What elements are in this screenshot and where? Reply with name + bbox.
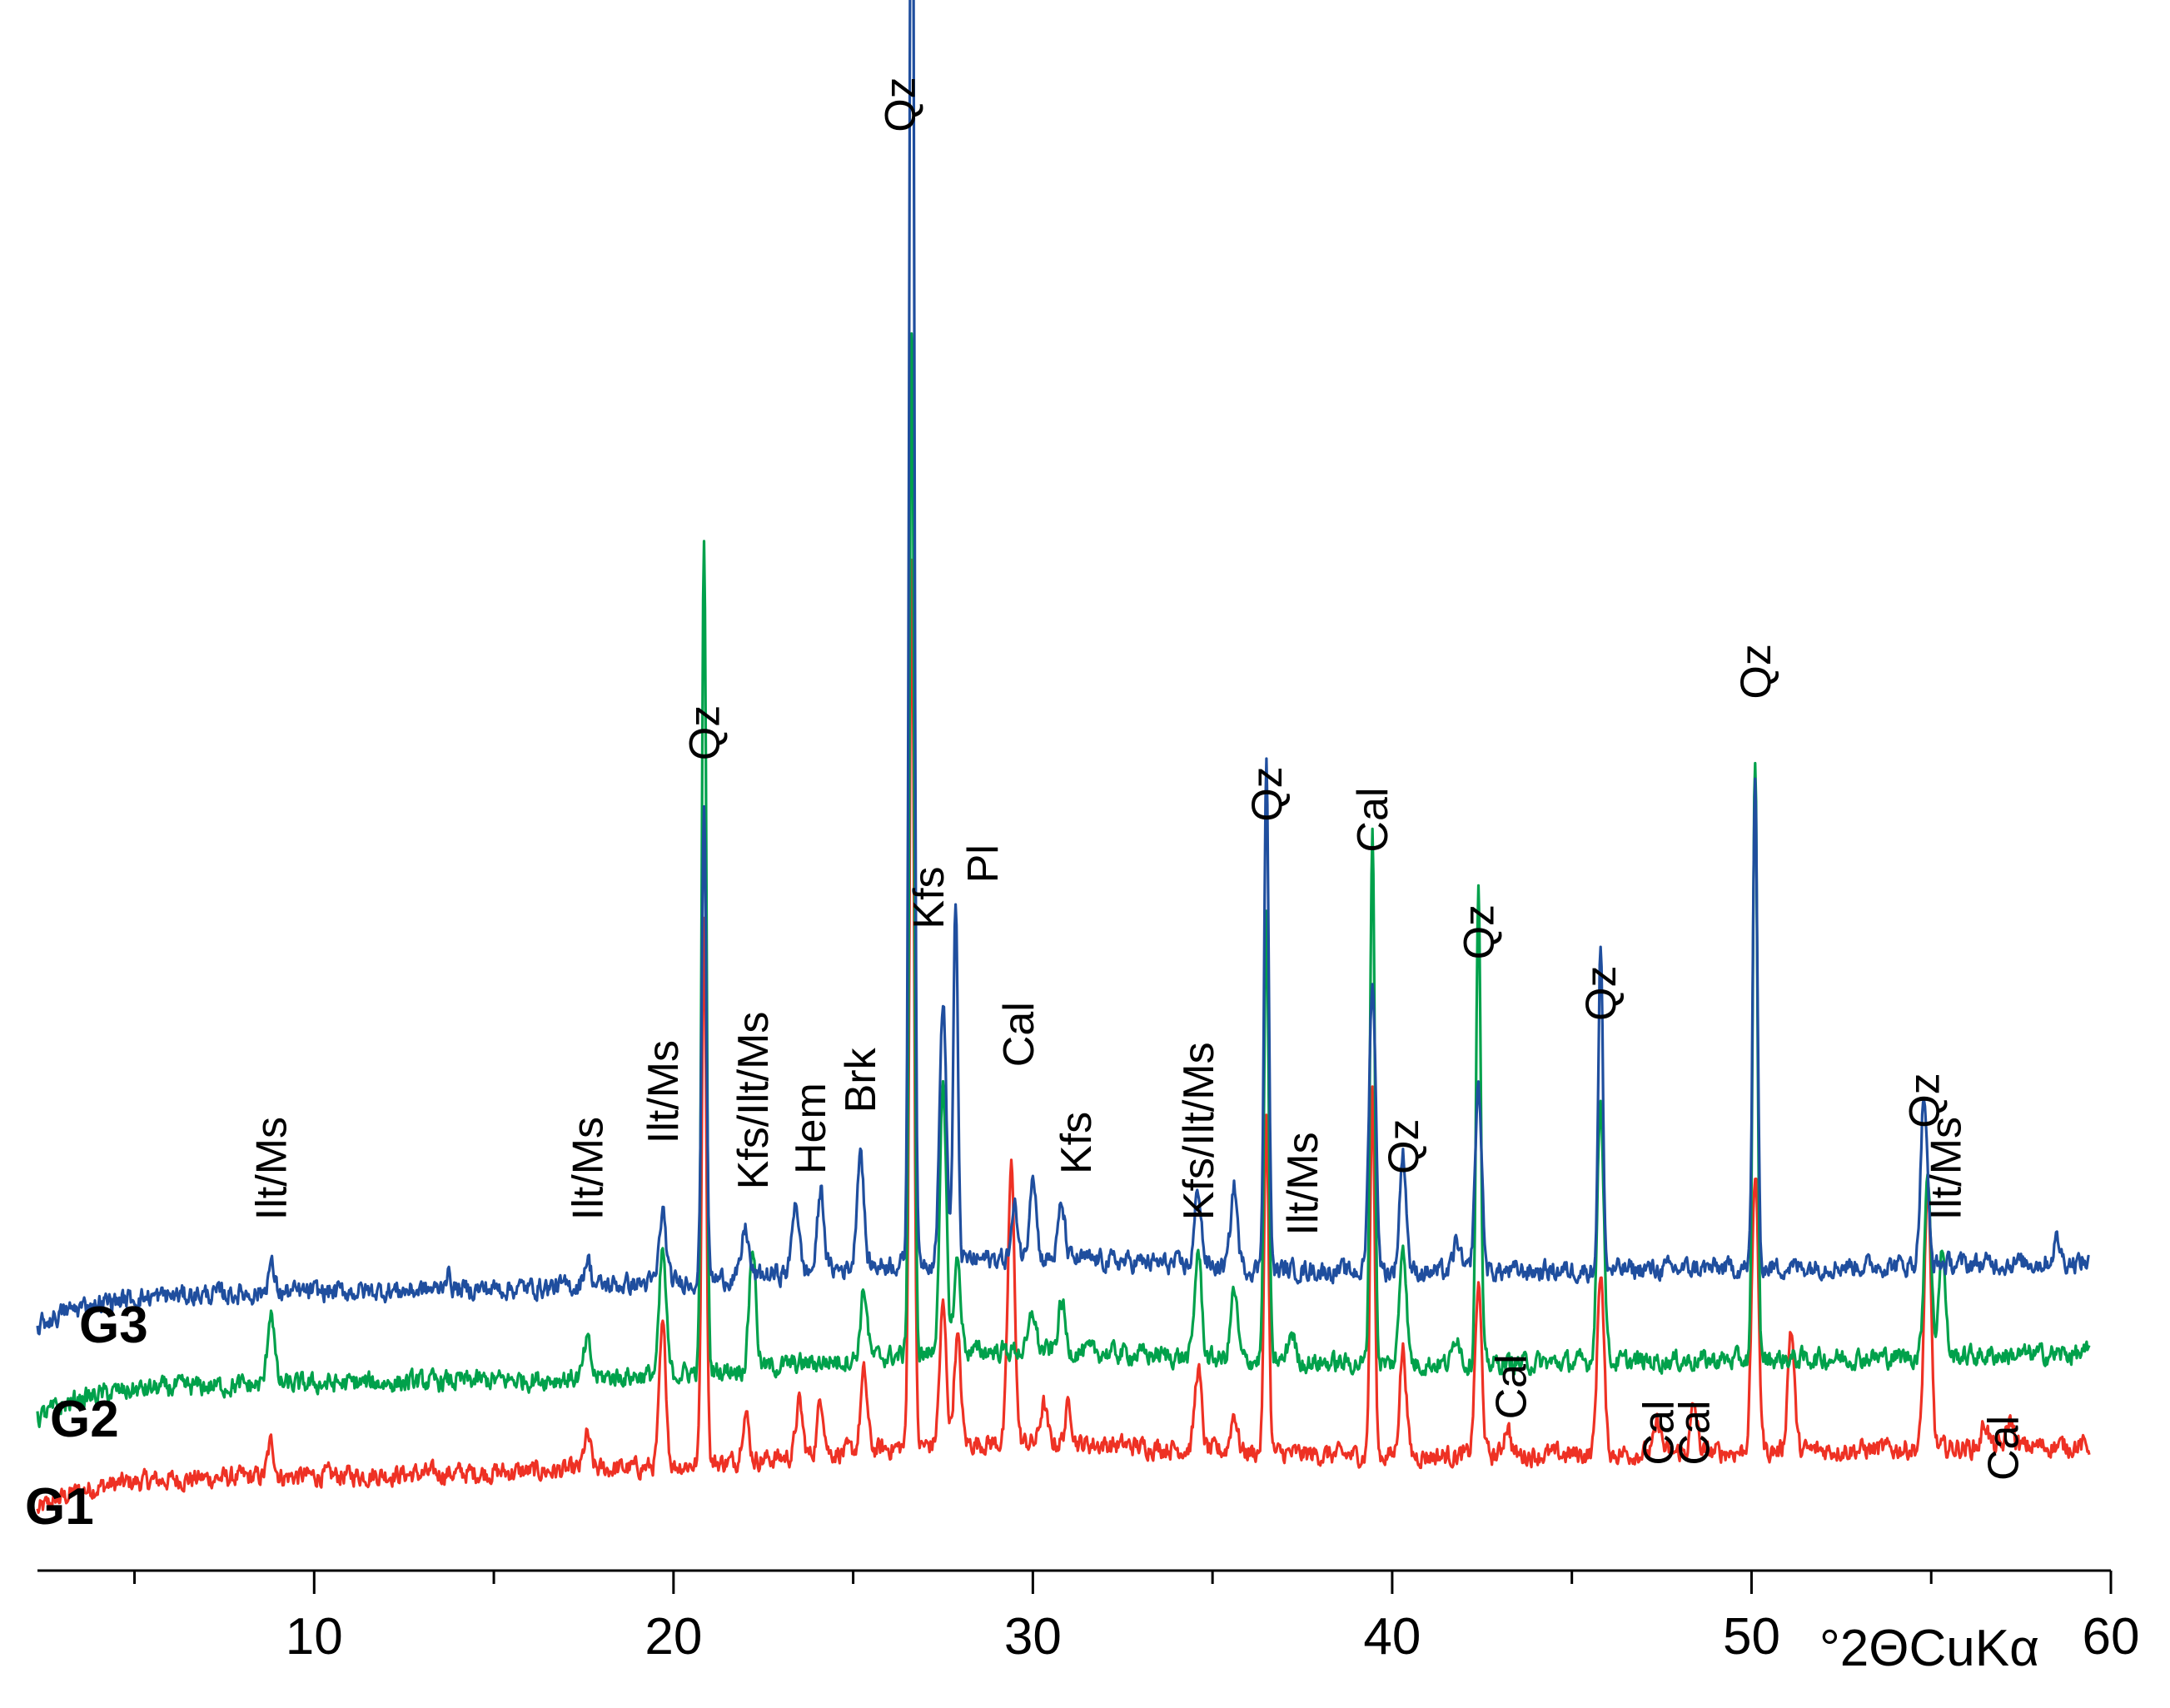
x-tick-label: 60	[2083, 1608, 2140, 1666]
peak-label: Qz	[1732, 644, 1780, 699]
peak-label: Ilt/Ms	[564, 1117, 612, 1220]
peak-label: Qz	[1380, 1119, 1428, 1174]
peak-label: Qz	[1243, 766, 1292, 821]
peak-label: Ilt/Ms	[1279, 1132, 1327, 1235]
x-tick-label: 40	[1363, 1608, 1421, 1666]
peak-label: Brk	[837, 1047, 885, 1113]
peak-label: Qz	[1577, 966, 1625, 1021]
x-tick-label: 50	[1723, 1608, 1780, 1666]
series-label-g3: G3	[79, 1297, 148, 1354]
peak-label: Qz	[1901, 1073, 1949, 1128]
peak-label: Qz	[877, 77, 925, 132]
peak-label: Cal	[1980, 1416, 2028, 1481]
x-axis-ticks: 10 20 30 40 50 60	[133, 1571, 2140, 1666]
series-label-g2: G2	[50, 1391, 119, 1448]
peak-label: Ilt/Ms	[640, 1040, 688, 1143]
peak-label: Cal	[1635, 1401, 1683, 1466]
peak-label: Pl	[959, 844, 1008, 883]
peak-label: Cal	[1487, 1354, 1535, 1419]
peak-label: Qz	[681, 705, 729, 760]
diffraction-traces	[36, 0, 2091, 1514]
peak-label: Ilt/Ms	[1923, 1117, 1971, 1220]
peak-label: Cal	[1349, 788, 1397, 853]
peak-label: Cal	[1670, 1401, 1719, 1466]
trace-g2	[36, 332, 2091, 1428]
peak-label: Ilt/Ms	[248, 1117, 296, 1220]
x-axis-title: °2ΘCuKα	[1819, 1620, 2039, 1677]
peak-label: Qz	[1456, 904, 1504, 959]
peak-label: Kfs	[905, 866, 953, 929]
peak-label: Kfs	[1053, 1112, 1101, 1174]
series-labels: G1 G2 G3	[25, 1297, 148, 1536]
peak-label: Kfs/Ilt/Ms	[1175, 1042, 1223, 1220]
peak-label: Hem	[787, 1083, 835, 1174]
trace-g1	[36, 558, 2091, 1514]
x-tick-label: 30	[1004, 1608, 1062, 1666]
peak-label: Cal	[995, 1002, 1043, 1067]
trace-g3	[36, 0, 2090, 1336]
series-label-g1: G1	[25, 1478, 94, 1536]
peak-label: Kfs/Ilt/Ms	[729, 1012, 778, 1190]
x-tick-label: 20	[645, 1608, 702, 1666]
x-tick-label: 10	[286, 1608, 343, 1666]
